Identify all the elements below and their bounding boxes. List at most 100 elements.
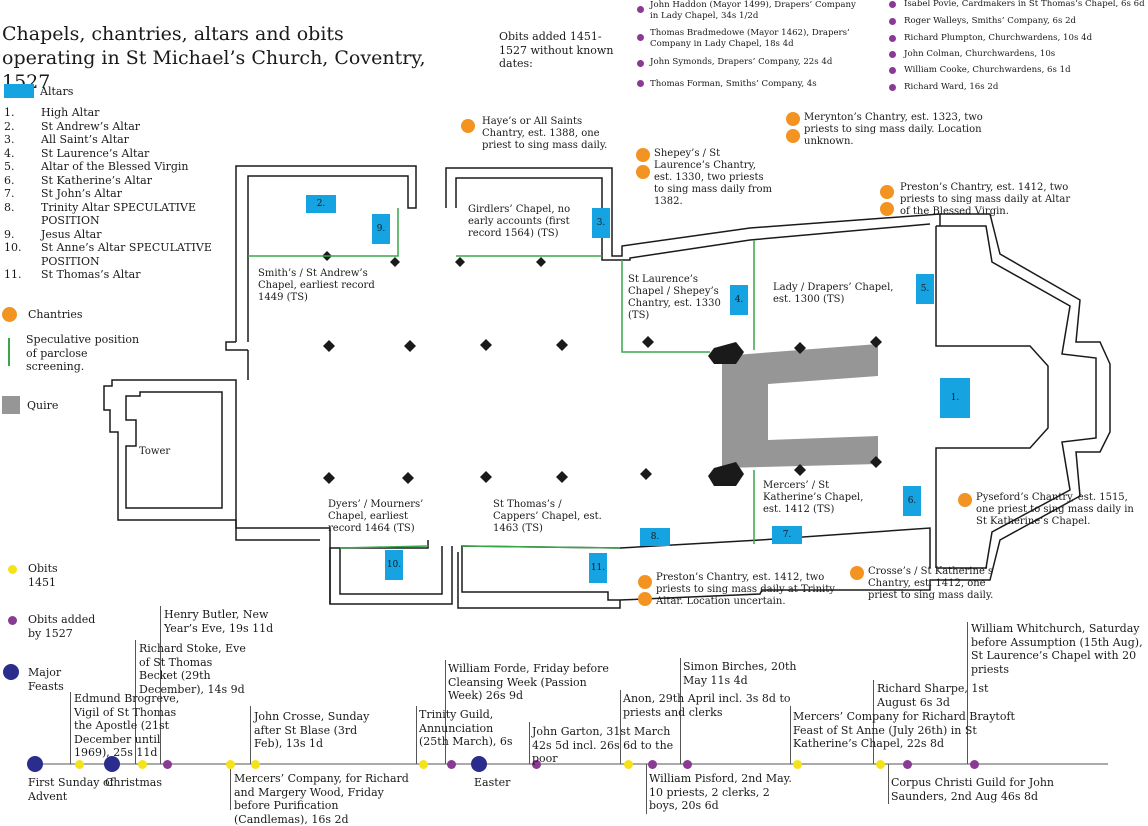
obit1451-marker	[226, 760, 235, 769]
parclose-legend-label: Speculative position of parclose screeni…	[26, 333, 140, 373]
parclose-legend-swatch	[8, 338, 10, 366]
obit1451-marker	[419, 760, 428, 769]
feast-first-sunday: First Sunday of Advent	[28, 776, 114, 803]
feast-easter: Easter	[474, 776, 511, 789]
obit-corpus-christi: Corpus Christi Guild for John Saunders, …	[891, 776, 1055, 803]
chantry-marker	[636, 165, 650, 179]
obit-butler: Henry Butler, New Year’s Eve, 19s 11d	[164, 608, 274, 635]
feast-legend-label: Major Feasts	[28, 666, 64, 693]
feast-christmas: Christmas	[105, 776, 162, 789]
chantry-marker	[880, 202, 894, 216]
altar-11-marker: 11.	[589, 553, 607, 583]
undated-obit: Roger Walleys, Smiths’ Company, 6s 2d	[904, 16, 1077, 26]
undated-obits-heading: Obits added 1451-1527 without known date…	[499, 30, 614, 70]
undated-obit: William Cooke, Churchwardens, 6s 1d	[904, 65, 1071, 75]
obit1527-marker	[163, 760, 172, 769]
quire-block	[722, 344, 878, 468]
chantry-shepey: Shepey’s / St Laurence’s Chantry, est. 1…	[654, 148, 773, 207]
undated-obit: John Haddon (Mayor 1499), Drapers’ Compa…	[650, 0, 856, 21]
undated-obit: Thomas Forman, Smiths’ Company, 4s	[650, 79, 817, 89]
altar-1-marker: 1.	[940, 378, 970, 418]
chapel-label-girdlers: Girdlers’ Chapel, no early accounts (fir…	[468, 204, 571, 239]
obit1451-marker	[138, 760, 147, 769]
obit-stoke: Richard Stoke, Eve of St Thomas Becket (…	[139, 642, 246, 696]
obit-trinity-guild: Trinity Guild, Annunciation (25th March)…	[419, 708, 513, 748]
chapel-label-thomas: St Thomas’s / Cappers’ Chapel, est. 1463…	[493, 499, 602, 534]
altar-7-marker: 7.	[772, 526, 802, 544]
obit-whitchurch: William Whitchurch, Saturday before Assu…	[971, 622, 1143, 676]
chantry-marker	[850, 566, 864, 580]
obit-garton: John Garton, 31st March 42s 5d incl. 26s…	[532, 725, 674, 765]
altar-3-marker: 3.	[592, 208, 610, 238]
chantry-marker	[638, 592, 652, 606]
undated-obit: John Symonds, Drapers’ Company, 22s 4d	[650, 57, 833, 67]
obit1451-marker	[793, 760, 802, 769]
quire-legend-label: Quire	[27, 399, 59, 412]
obit1451-marker	[75, 760, 84, 769]
altar-4-marker: 4.	[730, 285, 748, 315]
obit1527-marker	[970, 760, 979, 769]
undated-obit: Thomas Bradmedowe (Mayor 1462), Drapers’…	[650, 28, 850, 49]
obit1527-marker	[532, 760, 541, 769]
chantry-marker	[461, 119, 475, 133]
altar-5-marker: 5.	[916, 274, 934, 304]
obit1527-legend-label: Obits added by 1527	[28, 613, 96, 640]
chapel-label-laurence: St Laurence’s Chapel / Shepey’s Chantry,…	[628, 274, 721, 321]
chantry-legend-label: Chantries	[28, 308, 83, 321]
obit1451-marker	[876, 760, 885, 769]
obit-braytoft: Mercers’ Company for Richard Braytoft Fe…	[793, 710, 1015, 750]
chantry-marker	[958, 493, 972, 507]
feast-marker	[27, 756, 43, 772]
altar-2-marker: 2.	[306, 195, 336, 213]
chantry-merynton: Merynton’s Chantry, est. 1323, two pries…	[804, 112, 983, 147]
altar-list: 1. High Altar 2. St Andrew’s Altar 3. All S…	[4, 106, 212, 281]
altar-9-marker: 9.	[372, 214, 390, 244]
obit-anon: Anon, 29th April incl. 3s 8d to priests …	[623, 692, 791, 719]
chantry-pyseford: Pyseford’s Chantry, est. 1515, one pries…	[976, 492, 1134, 527]
chapel-label-dyers: Dyers’ / Mourners’ Chapel, earliest reco…	[328, 499, 424, 534]
obit-mercers-wood: Mercers’ Company, for Richard and Marger…	[234, 772, 409, 826]
chapel-label-mercers: Mercers’ / St Katherine’s Chapel, est. 1…	[763, 480, 864, 515]
obit1527-marker	[447, 760, 456, 769]
undated-obit: John Colman, Churchwardens, 10s	[904, 49, 1056, 59]
chantry-preston-bottom: Preston’s Chantry, est. 1412, two priest…	[656, 572, 835, 607]
undated-obit: Richard Ward, 16s 2d	[904, 82, 999, 92]
obit-birches: Simon Birches, 20th May 11s 4d	[683, 660, 797, 687]
obit1451-marker	[624, 760, 633, 769]
tower-label: Tower	[139, 446, 171, 457]
obit-forde: William Forde, Friday before Cleansing W…	[448, 662, 609, 702]
chantry-preston-top: Preston’s Chantry, est. 1412, two priest…	[900, 182, 1071, 217]
obit-crosse-blase: John Crosse, Sunday after St Blase (3rd …	[254, 710, 370, 750]
chantry-legend-swatch	[2, 307, 17, 322]
obit1451-marker	[251, 760, 260, 769]
altar-10-marker: 10.	[385, 550, 403, 580]
parclose-screening	[248, 208, 755, 549]
feast-marker	[104, 756, 120, 772]
obit-pisford: William Pisford, 2nd May. 10 priests, 2 …	[649, 772, 792, 812]
obit1527-marker	[903, 760, 912, 769]
chantry-haye: Haye’s or All Saints Chantry, est. 1388,…	[482, 116, 608, 151]
altar-legend-swatch	[4, 84, 34, 98]
chantry-crosse: Crosse’s / St Katherine’s Chantry, est. …	[868, 566, 994, 601]
church-walls	[103, 165, 1111, 609]
obit1527-marker	[648, 760, 657, 769]
chantry-marker	[636, 148, 650, 162]
chapel-label-lady: Lady / Drapers’ Chapel, est. 1300 (TS)	[773, 282, 894, 305]
undated-obit: Isabel Povie, Cardmakers in St Thomas’s …	[904, 0, 1145, 9]
feast-marker	[471, 756, 487, 772]
obit-sharpe: Richard Sharpe, 1st August 6s 3d	[877, 682, 989, 709]
chantry-marker	[880, 185, 894, 199]
obit1451-legend-label: Obits 1451	[28, 562, 58, 589]
obit1527-marker	[683, 760, 692, 769]
chantry-marker	[786, 112, 800, 126]
altar-8-marker: 8.	[640, 528, 670, 546]
obit1527-legend-swatch	[8, 616, 17, 625]
chantry-marker	[786, 129, 800, 143]
altar-legend-label: Altars	[40, 85, 74, 98]
chapel-label-smiths: Smith’s / St Andrew’s Chapel, earliest r…	[258, 268, 375, 303]
obit-brogreve: Edmund Brogreve, Vigil of St Thomas the …	[74, 692, 180, 759]
quire-legend-swatch	[2, 396, 20, 414]
feast-legend-swatch	[3, 664, 19, 680]
altar-6-marker: 6.	[903, 486, 921, 516]
